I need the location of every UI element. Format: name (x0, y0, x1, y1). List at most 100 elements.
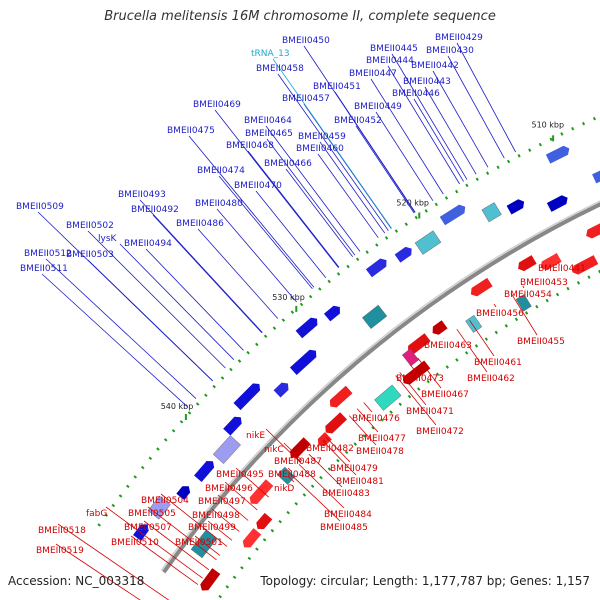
gene-arrow-forward (273, 382, 289, 398)
chromosome-backbone (160, 200, 600, 574)
gene-label-bmeii0470[interactable]: BMEII0470 (234, 181, 282, 191)
gene-label-bmeii0447[interactable]: BMEII0447 (349, 69, 397, 79)
gene-label-lysk[interactable]: lysK (98, 234, 118, 244)
gene-label-bmeii0467[interactable]: BMEII0467 (421, 390, 469, 400)
gene-label-bmeii0487[interactable]: BMEII0487 (274, 457, 322, 467)
gene-label-bmeii0461[interactable]: BMEII0461 (474, 358, 522, 368)
gene-label-bmeii0449[interactable]: BMEII0449 (354, 102, 402, 112)
label-connectors (37, 42, 560, 600)
gene-label-bmeii0473[interactable]: BMEII0473 (396, 374, 444, 384)
gene-label-bmeii0484[interactable]: BMEII0484 (324, 510, 372, 520)
gene-label-bmeii0479[interactable]: BMEII0479 (330, 464, 378, 474)
gene-label-bmeii0510[interactable]: BMEII0510 (111, 538, 159, 548)
gene-arrow-reverse (408, 333, 431, 354)
gene-block-reverse (374, 384, 402, 411)
gene-label-bmeii0518[interactable]: BMEII0518 (38, 526, 86, 536)
scale-tick (184, 414, 187, 420)
gene-arrow-forward (506, 199, 525, 215)
gene-arrow-forward (233, 383, 261, 411)
gene-label-bmeii0465[interactable]: BMEII0465 (245, 129, 293, 139)
label-connector (57, 523, 170, 600)
gene-arrow-reverse (518, 255, 537, 272)
gene-label-bmeii0429[interactable]: BMEII0429 (435, 33, 483, 43)
gene-label-bmeii0481[interactable]: BMEII0481 (336, 477, 384, 487)
label-connector (370, 78, 444, 195)
gene-label-bmeii0456[interactable]: BMEII0456 (476, 309, 524, 319)
gene-label-bmeii0507[interactable]: BMEII0507 (124, 523, 172, 533)
gene-label-bmeii0453[interactable]: BMEII0453 (520, 278, 568, 288)
gene-label-bmeii0498[interactable]: BMEII0498 (192, 511, 240, 521)
gene-label-bmeii0471[interactable]: BMEII0471 (406, 407, 454, 417)
scale-tick (552, 135, 555, 142)
gene-label-bmeii0475[interactable]: BMEII0475 (167, 126, 215, 136)
gene-label-bmeii0452[interactable]: BMEII0452 (334, 116, 382, 126)
gene-label-bmeii0485[interactable]: BMEII0485 (320, 523, 368, 533)
gene-label-bmeii0511[interactable]: BMEII0511 (20, 264, 68, 274)
gene-label-bmeii0519[interactable]: BMEII0519 (36, 546, 84, 556)
gene-label-bmeii0486[interactable]: BMEII0486 (176, 219, 224, 229)
gene-label-bmeii0459[interactable]: BMEII0459 (298, 132, 346, 142)
gene-label-bmeii0455[interactable]: BMEII0455 (517, 337, 565, 347)
gene-label-bmeii0502[interactable]: BMEII0502 (66, 221, 114, 231)
gene-arrow-forward (223, 416, 242, 436)
gene-label-nike[interactable]: nikE (246, 431, 265, 441)
gene-label-bmeii0495[interactable]: BMEII0495 (216, 470, 264, 480)
label-connector (218, 175, 313, 290)
gene-label-bmeii0492[interactable]: BMEII0492 (131, 205, 179, 215)
label-connector (272, 58, 392, 229)
gene-label-bmeii0458[interactable]: BMEII0458 (256, 64, 304, 74)
gene-label-bmeii0501[interactable]: BMEII0501 (175, 538, 223, 548)
gene-label-fabg[interactable]: fabG (86, 509, 107, 519)
gene-label-bmeii0478[interactable]: BMEII0478 (356, 447, 404, 457)
gene-label-bmeii0462[interactable]: BMEII0462 (467, 374, 515, 384)
gene-label-bmeii0450[interactable]: BMEII0450 (282, 36, 330, 46)
gene-label-bmeii0468[interactable]: BMEII0468 (226, 141, 274, 151)
gene-label-bmeii0497[interactable]: BMEII0497 (198, 497, 246, 507)
gene-label-bmeii0460[interactable]: BMEII0460 (296, 144, 344, 154)
gene-label-bmeii0464[interactable]: BMEII0464 (244, 116, 292, 126)
gene-label-bmeii0454[interactable]: BMEII0454 (504, 290, 552, 300)
gene-label-bmeii0505[interactable]: BMEII0505 (128, 509, 176, 519)
gene-label-bmeii0509[interactable]: BMEII0509 (16, 202, 64, 212)
gene-label-bmeii0499[interactable]: BMEII0499 (188, 523, 236, 533)
gene-label-bmeii0476[interactable]: BMEII0476 (352, 414, 400, 424)
gene-label-bmeii0430[interactable]: BMEII0430 (426, 46, 474, 56)
gene-label-bmeii0451[interactable]: BMEII0451 (313, 82, 361, 92)
gene-label-nikc[interactable]: nikC (264, 445, 284, 455)
gene-arrow-forward (176, 486, 191, 500)
gene-arrow-forward (323, 305, 340, 322)
label-connector (363, 402, 373, 413)
gene-label-bmeii0493[interactable]: BMEII0493 (118, 190, 166, 200)
gene-label-bmeii0474[interactable]: BMEII0474 (197, 166, 245, 176)
label-connector (285, 168, 354, 258)
gene-label-bmeii0442[interactable]: BMEII0442 (411, 61, 459, 71)
gene-label-nikd[interactable]: nikD (274, 484, 294, 494)
gene-label-bmeii0504[interactable]: BMEII0504 (141, 496, 189, 506)
gene-label-bmeii0444[interactable]: BMEII0444 (366, 56, 414, 66)
gene-label-bmeii0457[interactable]: BMEII0457 (282, 94, 330, 104)
gene-label-bmeii0482[interactable]: BMEII0482 (306, 444, 354, 454)
gene-label-bmeii0477[interactable]: BMEII0477 (358, 434, 406, 444)
gene-label-bmeii0488[interactable]: BMEII0488 (268, 470, 316, 480)
gene-arrow-reverse (329, 385, 353, 408)
gene-label-bmeii0494[interactable]: BMEII0494 (124, 239, 172, 249)
gene-label-bmeii0443[interactable]: BMEII0443 (403, 77, 451, 87)
gene-label-bmeii0445[interactable]: BMEII0445 (370, 44, 418, 54)
label-connector (456, 328, 488, 373)
gene-label-bmeii0472[interactable]: BMEII0472 (416, 427, 464, 437)
gene-label-bmeii0446[interactable]: BMEII0446 (392, 89, 440, 99)
gene-label-bmeii0469[interactable]: BMEII0469 (193, 100, 241, 110)
gene-label-bmeii0463[interactable]: BMEII0463 (424, 341, 472, 351)
gene-label-bmeii0466[interactable]: BMEII0466 (264, 159, 312, 169)
gene-label-bmeii0441[interactable]: BMEII0441 (538, 264, 586, 274)
gene-label-bmeii0512[interactable]: BMEII0512 (24, 249, 72, 259)
label-connector (317, 153, 379, 239)
gene-label-bmeii0480[interactable]: BMEII0480 (195, 199, 243, 209)
gene-label-trna-13[interactable]: tRNA_13 (251, 49, 290, 59)
gene-label-bmeii0503[interactable]: BMEII0503 (66, 250, 114, 260)
gene-label-bmeii0483[interactable]: BMEII0483 (322, 489, 370, 499)
gene-label-bmeii0496[interactable]: BMEII0496 (205, 484, 253, 494)
gene-block-forward (481, 202, 502, 223)
label-connector (493, 303, 497, 308)
backbone-edge (160, 200, 600, 571)
